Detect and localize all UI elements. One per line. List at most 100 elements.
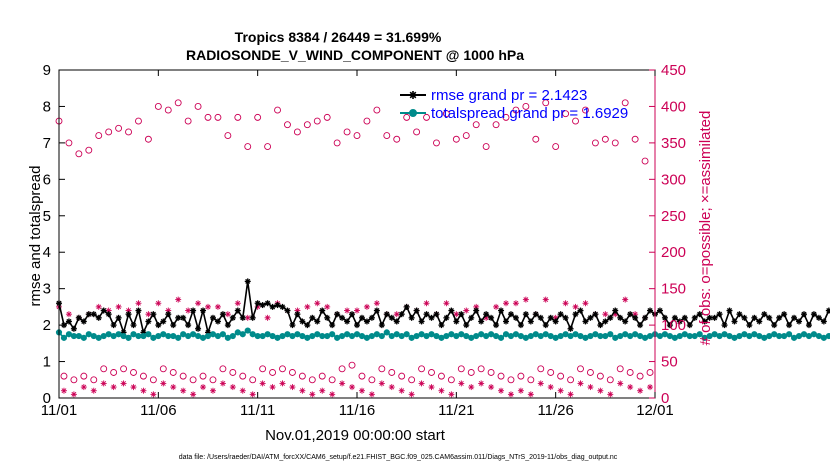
obs-assimilated-marker (388, 384, 395, 391)
obs-assimilated-marker (542, 296, 549, 303)
totalspread-point (438, 334, 445, 341)
totalspread-point (398, 332, 405, 340)
obs-assimilated-marker (527, 391, 534, 398)
obs-possible-marker (507, 376, 515, 384)
obs-possible-marker (567, 376, 575, 384)
obs-assimilated-marker (517, 387, 524, 394)
totalspread-point (800, 331, 808, 338)
obs-assimilated-marker (90, 387, 97, 394)
series-lines (55, 278, 830, 341)
rmse-point (512, 314, 519, 321)
rmse-point (716, 311, 723, 318)
rmse-point (448, 307, 455, 314)
y-left-tick-label: 4 (43, 244, 51, 261)
rmse-point (706, 314, 713, 321)
rmse-point (791, 314, 798, 321)
rmse-point (656, 307, 663, 314)
rmse-point (776, 314, 783, 321)
rmse-point (820, 318, 827, 325)
totalspread-point (607, 331, 614, 338)
obs-possible-marker (264, 143, 272, 150)
obs-assimilated-marker (209, 387, 216, 394)
obs-possible-marker (586, 369, 594, 376)
obs-assimilated-marker (498, 387, 505, 394)
totalspread-point (353, 331, 361, 338)
obs-possible-marker (611, 139, 619, 147)
obs-possible-marker (368, 376, 376, 384)
rmse-point (517, 322, 524, 329)
totalspread-point (448, 331, 455, 338)
obs-possible-marker (85, 146, 93, 154)
obs-possible-marker (259, 365, 267, 373)
rmse-point (378, 322, 385, 329)
totalspread-point (214, 332, 222, 340)
rmse-point (344, 318, 351, 325)
obs-assimilated-marker (567, 391, 574, 398)
obs-possible-marker (338, 365, 346, 373)
totalspread-point (299, 332, 306, 340)
obs-assimilated-marker (319, 387, 326, 394)
totalspread-point (463, 332, 470, 340)
obs-assimilated-marker (622, 296, 629, 303)
totalspread-point (507, 332, 515, 340)
rmse-point (70, 325, 77, 332)
rmse-point (825, 307, 830, 314)
rmse-point (681, 314, 688, 321)
totalspread-point (483, 332, 490, 340)
obs-possible-marker (408, 376, 416, 384)
obs-possible-marker (154, 102, 162, 110)
y-axis-left-label: rmse and totalspread (27, 166, 44, 307)
rmse-point (676, 318, 683, 325)
totalspread-point (65, 331, 73, 338)
obs-assimilated-marker (522, 296, 529, 303)
y-left-tick-label: 5 (43, 208, 51, 225)
rmse-point (339, 314, 346, 321)
obs-possible-marker (110, 369, 118, 376)
rmse-point (90, 311, 97, 318)
obs-possible-marker (224, 132, 232, 140)
x-axis-label: Nov.01,2019 00:00:00 start (265, 427, 446, 444)
obs-possible-marker (239, 372, 247, 380)
obs-possible-marker (423, 113, 430, 121)
obs-assimilated-marker (373, 300, 380, 307)
y-left-tick-label: 9 (43, 62, 51, 79)
x-tick-label: 11/16 (339, 402, 375, 419)
totalspread-point (175, 334, 182, 341)
obs-possible-marker (383, 132, 391, 140)
obs-assimilated-marker (229, 384, 236, 391)
totalspread-point (502, 331, 510, 338)
rmse-point (503, 318, 509, 325)
rmse-point (200, 307, 207, 314)
rmse-point (666, 322, 673, 329)
obs-possible-marker (636, 372, 644, 380)
rmse-point (642, 314, 649, 321)
rmse-point (239, 314, 246, 321)
rmse-point (587, 314, 594, 321)
totalspread-point (329, 331, 336, 338)
x-tick-label: 12/01 (636, 402, 674, 419)
obs-possible-marker (353, 132, 361, 140)
obs-possible-marker (641, 157, 649, 165)
rmse-point (368, 314, 375, 321)
obs-possible-marker (572, 117, 579, 125)
totalspread-point (314, 331, 321, 338)
obs-assimilated-marker (160, 380, 167, 387)
obs-assimilated-marker (423, 300, 430, 307)
obs-possible-marker (303, 121, 311, 129)
totalspread-point (810, 331, 818, 338)
totalspread-point (239, 331, 246, 338)
obs-assimilated-marker (344, 307, 351, 314)
rmse-point (354, 322, 360, 329)
totalspread-point (805, 332, 813, 340)
totalspread-point (403, 331, 410, 338)
totalspread-point (567, 332, 574, 340)
totalspread-point (825, 332, 830, 340)
obs-possible-marker (472, 121, 480, 129)
totalspread-point (473, 332, 480, 340)
rmse-point (696, 311, 703, 318)
rmse-point (155, 322, 162, 329)
obs-possible-marker (323, 113, 331, 121)
obs-possible-marker (214, 113, 222, 121)
obs-assimilated-marker (547, 384, 554, 391)
